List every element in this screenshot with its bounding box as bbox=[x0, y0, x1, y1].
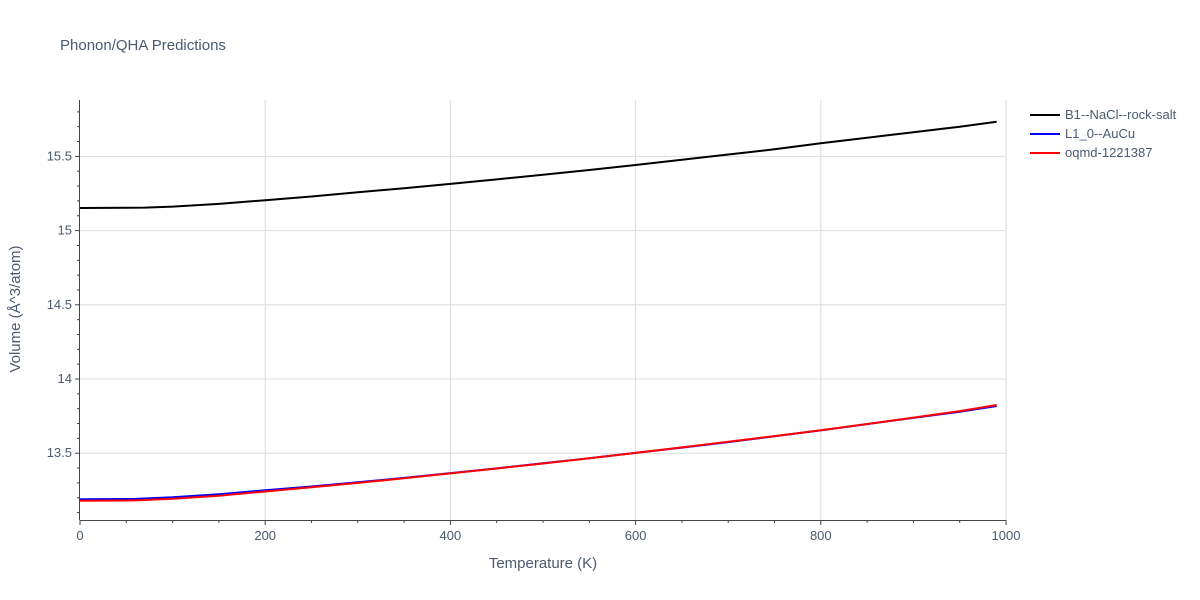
y-tick-label: 14.5 bbox=[47, 297, 72, 312]
x-tick-label: 1000 bbox=[992, 528, 1021, 543]
series-line-2 bbox=[79, 405, 997, 501]
x-tick-label: 600 bbox=[625, 528, 647, 543]
series-layer bbox=[79, 120, 997, 502]
series-line-1 bbox=[79, 120, 997, 209]
x-tick-label: 800 bbox=[810, 528, 832, 543]
y-tick-label: 13.5 bbox=[47, 445, 72, 460]
chart-title: Phonon/QHA Predictions bbox=[60, 37, 226, 54]
y-axis-title: Volume (Å^3/atom) bbox=[7, 245, 24, 372]
y-tick-label: 14 bbox=[58, 371, 72, 386]
grid-layer bbox=[80, 100, 1007, 520]
x-tick-label: 400 bbox=[440, 528, 462, 543]
legend-item-1[interactable]: B1--NaCl--rock-salt bbox=[1030, 107, 1177, 122]
axes-layer: 0 200 400 600 800 1000 13.5 14 14.5 15 15.5 bbox=[47, 100, 1021, 543]
y-tick-label: 15 bbox=[58, 223, 72, 238]
legend-label: L1_0--AuCu bbox=[1065, 126, 1135, 141]
y-tick-label: 15.5 bbox=[47, 148, 72, 163]
x-axis-title: Temperature (K) bbox=[489, 555, 597, 572]
x-tick-label: 0 bbox=[76, 528, 83, 543]
legend-label: oqmd-1221387 bbox=[1065, 145, 1152, 160]
series-line-3 bbox=[79, 404, 997, 502]
legend[interactable]: B1--NaCl--rock-salt L1_0--AuCu oqmd-122138… bbox=[1030, 107, 1177, 160]
legend-label: B1--NaCl--rock-salt bbox=[1065, 107, 1177, 122]
legend-item-2[interactable]: L1_0--AuCu bbox=[1030, 126, 1135, 141]
legend-item-3[interactable]: oqmd-1221387 bbox=[1030, 145, 1152, 160]
x-tick-label: 200 bbox=[254, 528, 276, 543]
